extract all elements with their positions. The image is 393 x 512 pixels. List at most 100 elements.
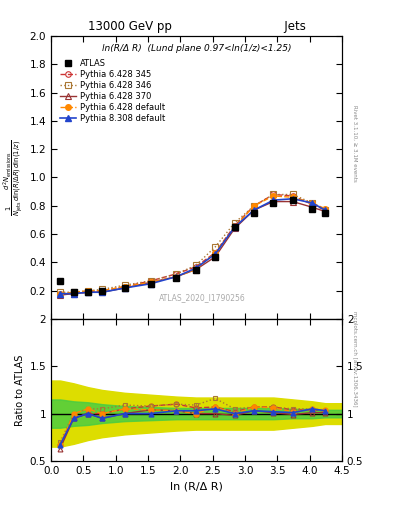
Pythia 6.428 345 (193, 264, 198, 270)
Pythia 6.428 default (148, 279, 153, 285)
Pythia 8.308 default (100, 289, 105, 295)
Text: Rivet 3.1.10, ≥ 3.1M events: Rivet 3.1.10, ≥ 3.1M events (352, 105, 357, 182)
Pythia 8.308 default (323, 207, 327, 213)
Pythia 6.428 default (72, 289, 76, 295)
Line: Pythia 8.308 default: Pythia 8.308 default (57, 196, 328, 296)
Pythia 6.428 370 (323, 208, 327, 215)
Y-axis label: Ratio to ATLAS: Ratio to ATLAS (15, 354, 26, 425)
Pythia 6.428 346 (252, 203, 256, 209)
Pythia 8.308 default (193, 265, 198, 271)
Pythia 8.308 default (271, 197, 276, 203)
Pythia 6.428 345 (58, 291, 62, 297)
Pythia 6.428 345 (122, 284, 127, 290)
Pythia 6.428 345 (290, 193, 295, 199)
Pythia 6.428 370 (86, 289, 90, 295)
Pythia 6.428 default (193, 266, 198, 272)
Pythia 8.308 default (252, 207, 256, 213)
Line: ATLAS: ATLAS (57, 198, 328, 295)
Pythia 6.428 370 (72, 291, 76, 297)
Pythia 8.308 default (310, 200, 314, 206)
Pythia 6.428 345 (86, 289, 90, 295)
Pythia 8.308 default (213, 251, 218, 257)
Title: 13000 GeV pp                              Jets: 13000 GeV pp Jets (88, 20, 305, 33)
Pythia 8.308 default (148, 281, 153, 287)
ATLAS (122, 285, 127, 291)
Pythia 6.428 346 (58, 289, 62, 295)
Pythia 6.428 346 (148, 278, 153, 284)
Y-axis label: $\frac{1}{N_{\mathrm{jets}}}\frac{d^2 N_{\mathrm{emissions}}}{d\ln(R/\Delta R)\,: $\frac{1}{N_{\mathrm{jets}}}\frac{d^2 N_… (2, 139, 26, 216)
Pythia 6.428 345 (72, 291, 76, 297)
Pythia 6.428 default (290, 194, 295, 200)
ATLAS (213, 254, 218, 260)
Pythia 6.428 346 (213, 244, 218, 250)
Pythia 6.428 345 (100, 288, 105, 294)
Pythia 6.428 345 (148, 278, 153, 284)
Pythia 6.428 370 (290, 199, 295, 205)
Pythia 6.428 345 (232, 223, 237, 229)
Pythia 6.428 346 (290, 191, 295, 198)
Pythia 6.428 default (252, 203, 256, 209)
Pythia 6.428 default (100, 288, 105, 294)
Pythia 6.428 370 (310, 204, 314, 210)
Pythia 6.428 346 (310, 200, 314, 206)
Pythia 6.428 default (86, 288, 90, 294)
Pythia 6.428 346 (100, 286, 105, 292)
ATLAS (72, 289, 76, 295)
Pythia 8.308 default (72, 291, 76, 297)
Pythia 8.308 default (174, 273, 179, 280)
ATLAS (100, 288, 105, 294)
Pythia 6.428 345 (174, 271, 179, 277)
ATLAS (232, 224, 237, 230)
ATLAS (148, 281, 153, 287)
Pythia 6.428 345 (271, 191, 276, 198)
ATLAS (271, 200, 276, 206)
ATLAS (323, 210, 327, 216)
Pythia 6.428 default (122, 284, 127, 290)
Pythia 6.428 default (58, 291, 62, 297)
ATLAS (193, 266, 198, 272)
ATLAS (174, 275, 179, 281)
Pythia 8.308 default (290, 196, 295, 202)
ATLAS (252, 210, 256, 216)
Pythia 6.428 346 (72, 289, 76, 295)
Pythia 6.428 370 (122, 285, 127, 291)
Pythia 6.428 345 (213, 249, 218, 255)
ATLAS (290, 197, 295, 203)
Legend: ATLAS, Pythia 6.428 345, Pythia 6.428 346, Pythia 6.428 370, Pythia 6.428 defaul: ATLAS, Pythia 6.428 345, Pythia 6.428 34… (58, 57, 167, 125)
Text: ln(R/Δ R)  (Lund plane 0.97<ln(1/z)<1.25): ln(R/Δ R) (Lund plane 0.97<ln(1/z)<1.25) (102, 45, 291, 53)
Pythia 6.428 default (213, 249, 218, 255)
Pythia 6.428 default (174, 273, 179, 280)
Pythia 6.428 370 (213, 254, 218, 260)
Pythia 6.428 346 (122, 282, 127, 288)
Pythia 6.428 370 (193, 266, 198, 272)
Pythia 6.428 370 (174, 273, 179, 280)
Pythia 6.428 346 (193, 262, 198, 268)
Line: Pythia 6.428 345: Pythia 6.428 345 (57, 191, 328, 296)
Pythia 6.428 default (323, 206, 327, 212)
Pythia 6.428 default (232, 224, 237, 230)
Pythia 6.428 346 (86, 288, 90, 294)
Pythia 6.428 346 (323, 207, 327, 213)
Pythia 8.308 default (232, 224, 237, 230)
Pythia 6.428 default (271, 193, 276, 199)
Pythia 6.428 346 (271, 191, 276, 198)
ATLAS (86, 289, 90, 295)
Pythia 6.428 346 (232, 220, 237, 226)
Text: mcplots.cern.ch [arXiv:1306.3436]: mcplots.cern.ch [arXiv:1306.3436] (352, 311, 357, 406)
Pythia 6.428 345 (323, 207, 327, 213)
Text: ATLAS_2020_I1790256: ATLAS_2020_I1790256 (159, 293, 246, 302)
Pythia 6.428 370 (58, 292, 62, 298)
Pythia 6.428 370 (232, 225, 237, 231)
Pythia 8.308 default (122, 285, 127, 291)
X-axis label: ln (R/Δ R): ln (R/Δ R) (170, 481, 223, 491)
Line: Pythia 6.428 370: Pythia 6.428 370 (57, 199, 328, 298)
ATLAS (58, 278, 62, 284)
Pythia 6.428 370 (252, 207, 256, 213)
Pythia 6.428 345 (310, 201, 314, 207)
Pythia 6.428 345 (252, 203, 256, 209)
Pythia 6.428 370 (100, 289, 105, 295)
Pythia 8.308 default (58, 291, 62, 297)
Line: Pythia 6.428 default: Pythia 6.428 default (57, 193, 328, 296)
Pythia 6.428 346 (174, 271, 179, 277)
Pythia 6.428 370 (271, 199, 276, 205)
